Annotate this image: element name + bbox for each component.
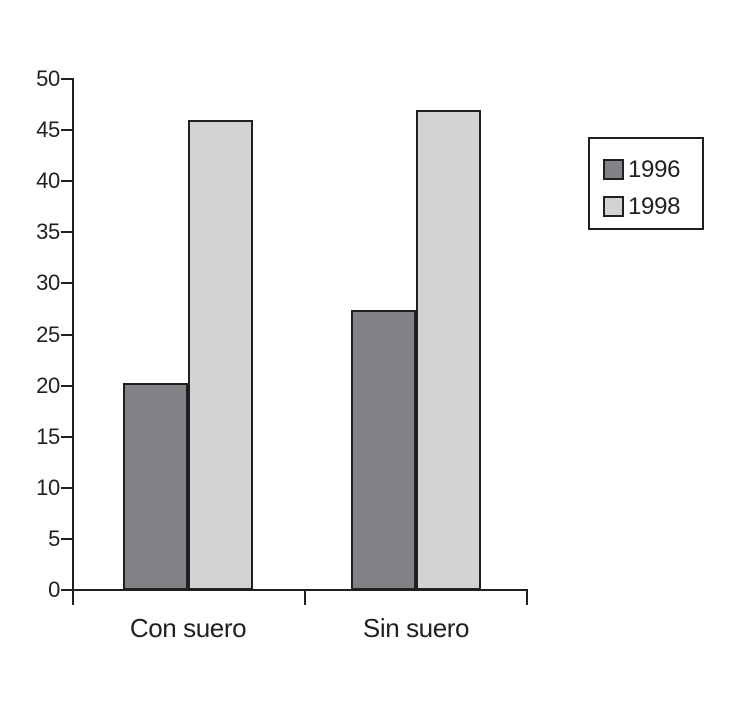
- y-axis-tick-label: 25: [36, 322, 60, 347]
- y-axis-tick-label: 0: [48, 577, 60, 602]
- bar-sin-suero-1998: [416, 110, 481, 590]
- y-axis-tick-label: 50: [36, 66, 60, 91]
- y-axis-tick: [61, 78, 72, 80]
- bar-sin-suero-1996: [351, 310, 416, 590]
- y-axis-line: [72, 78, 74, 605]
- y-axis-tick: [61, 385, 72, 387]
- bar-con-suero-1996: [123, 383, 188, 590]
- y-axis-tick-label: 15: [36, 424, 60, 449]
- y-axis-tick: [61, 180, 72, 182]
- y-axis-tick-label: 35: [36, 219, 60, 244]
- y-axis-tick: [61, 129, 72, 131]
- y-axis-tick-label: 45: [36, 117, 60, 142]
- legend-item-1996: 1996: [603, 151, 702, 188]
- legend-swatch-1998: [603, 196, 624, 217]
- y-axis-tick: [61, 487, 72, 489]
- y-axis-tick: [61, 231, 72, 233]
- y-axis-tick-label: 5: [48, 526, 60, 551]
- x-category-label-con-suero: Con suero: [129, 613, 247, 643]
- y-axis-tick-label: 20: [36, 373, 60, 398]
- y-axis-tick: [61, 334, 72, 336]
- y-axis-tick: [61, 589, 72, 591]
- y-axis-tick-label: 40: [36, 168, 60, 193]
- y-axis-tick-label: 30: [36, 270, 60, 295]
- y-axis-tick: [61, 436, 72, 438]
- y-axis-tick: [61, 282, 72, 284]
- legend: 1996 1998: [588, 137, 704, 230]
- x-axis-tick: [304, 590, 306, 605]
- legend-label-1998: 1998: [628, 192, 681, 220]
- legend-swatch-1996: [603, 159, 624, 180]
- x-category-label-sin-suero: Sin suero: [362, 613, 470, 643]
- x-axis-tick: [526, 590, 528, 605]
- y-axis-tick: [61, 538, 72, 540]
- x-axis-line: [72, 589, 528, 591]
- legend-item-1998: 1998: [603, 188, 702, 225]
- y-axis-tick-label: 10: [36, 475, 60, 500]
- legend-label-1996: 1996: [628, 155, 681, 183]
- bar-con-suero-1998: [188, 120, 253, 590]
